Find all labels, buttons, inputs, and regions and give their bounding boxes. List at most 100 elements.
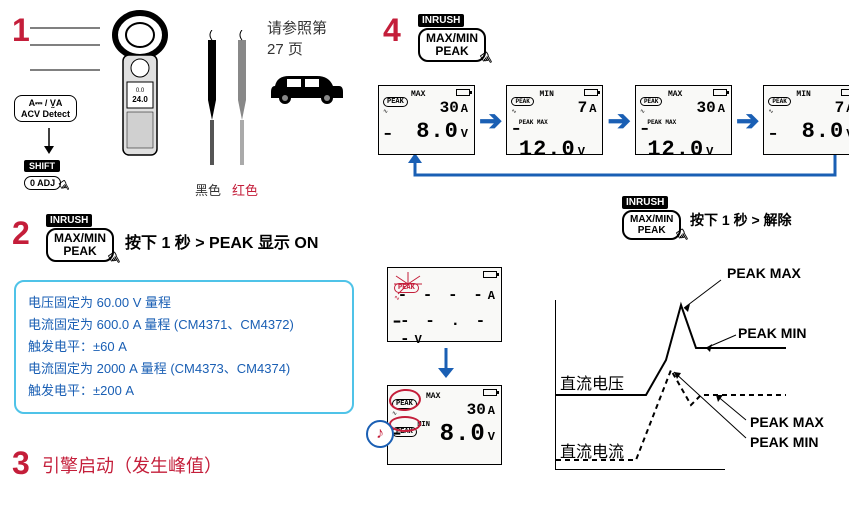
sound-icon: ♪: [366, 420, 394, 448]
radiating-lines-icon: [388, 270, 428, 298]
lcd-cycle-2: PEAK∿ MIN 7A ━PEAK MAX 12.0V: [506, 85, 603, 155]
top-val: 7: [835, 99, 845, 117]
graph-current-label: 直流电流: [560, 438, 624, 462]
graph-peak-min-bot: PEAK MIN: [750, 434, 818, 450]
battery-icon: [841, 89, 849, 96]
top-val: 7: [578, 99, 588, 117]
lcd-unit-v: V: [415, 333, 422, 347]
step-1-number: 1: [12, 12, 30, 49]
bot-val: 8.0: [416, 119, 459, 144]
graph-peak-max-top: PEAK MAX: [727, 265, 801, 281]
red-probe-label: 红色: [232, 180, 258, 199]
maxmin-peak-button[interactable]: MAX/MIN PEAK ☟: [622, 210, 681, 240]
graph-voltage-label: 直流电压: [560, 370, 624, 394]
unit: A: [589, 102, 596, 116]
lcd-cycle-1: PEAK∿ MAX 30A ━8.0V: [378, 85, 475, 155]
lcd-cycle-row: PEAK∿ MAX 30A ━8.0V ➔ PEAK∿ MIN 7A ━PEAK…: [378, 85, 849, 155]
step4-button-group: INRUSH MAX/MIN PEAK ☟: [418, 10, 486, 62]
info-line-5: 触发电平：±200 A: [28, 380, 340, 402]
arrow-right-icon: ➔: [736, 104, 759, 137]
hand-cursor-icon: ☟: [479, 50, 496, 70]
graph-peak-min-top: PEAK MIN: [738, 325, 806, 341]
step-3-number: 3: [12, 445, 30, 482]
reference-text: 请参照第 27 页: [267, 18, 327, 60]
test-probes-illustration: [200, 30, 260, 180]
highlight-circle-2: [389, 416, 421, 432]
indicator: MIN: [539, 90, 553, 99]
lcd-unit-v: V: [488, 430, 495, 444]
lcd-unit-a: A: [488, 289, 495, 303]
info-line-3: 触发电平：±60 A: [28, 336, 340, 358]
svg-text:0.0: 0.0: [136, 88, 145, 94]
indicator: MAX: [668, 90, 682, 99]
indicator: MAX: [411, 90, 425, 99]
car-icon: [267, 68, 347, 108]
battery-icon: [713, 89, 727, 96]
loop-arrow-icon: [395, 155, 845, 195]
lcd-cycle-4: PEAK∿ MIN 7A ━8.0V: [763, 85, 849, 155]
down-arrow-icon: [436, 348, 456, 380]
hand-cursor-icon: ☟: [56, 177, 72, 196]
peak-label: PEAK MAX: [519, 119, 548, 126]
bot-val: 8.0: [802, 119, 845, 144]
unit: A: [461, 102, 468, 116]
inrush-label: INRUSH: [46, 214, 92, 227]
lcd-placeholder: PEAK ∿ - - - -A ━ - - . - -V: [387, 267, 502, 342]
step-4-number: 4: [383, 12, 401, 49]
maxmin-peak-button[interactable]: MAX/MIN PEAK ☟: [418, 28, 486, 62]
info-line-2: 电流固定为 600.0 A 量程 (CM4371、CM4372): [28, 314, 340, 336]
battery-icon: [483, 271, 497, 278]
acv-symbols: A⎓ / V̰A: [21, 98, 70, 109]
shift-label: SHIFT: [24, 160, 60, 172]
hand-cursor-icon: ☟: [674, 227, 691, 247]
lcd-top-val: 30: [467, 401, 486, 419]
lcd-cycle-3: PEAK∿ MAX 30A ━PEAK MAX 12.0V: [635, 85, 732, 155]
battery-icon: [483, 389, 497, 396]
step2-instruction: 按下 1 秒 > PEAK 显示 ON: [125, 229, 318, 253]
lcd-unit-a: A: [488, 404, 495, 418]
step3-text: 引擎启动（发生峰值）: [42, 452, 222, 478]
max-indicator: MAX: [426, 392, 440, 401]
peak-badge: PEAK: [640, 97, 662, 106]
zero-adj-button[interactable]: 0 ADJ ☟: [24, 176, 61, 190]
arrow-right-icon: ➔: [607, 104, 630, 137]
hand-cursor-icon: ☟: [107, 250, 124, 270]
peak-badge: PEAK: [383, 97, 408, 107]
maxmin-peak-button[interactable]: MAX/MIN PEAK ☟: [46, 228, 114, 262]
peak-label: PEAK MAX: [647, 119, 676, 126]
info-box: 电压固定为 60.00 V 量程 电流固定为 600.0 A 量程 (CM437…: [14, 280, 354, 414]
peak-label: PEAK: [426, 45, 478, 58]
peak-badge: PEAK: [768, 97, 790, 106]
arrow-right-icon: ➔: [479, 104, 502, 137]
lcd-dashes-bot: - - . - -: [400, 312, 488, 348]
inrush-label: INRUSH: [622, 196, 668, 209]
top-val: 30: [697, 99, 716, 117]
battery-icon: [584, 89, 598, 96]
release-text: 按下 1 秒 > 解除: [690, 210, 792, 230]
battery-icon: [456, 89, 470, 96]
indicator: MIN: [796, 90, 810, 99]
acv-detect-label: ACV Detect: [21, 109, 70, 119]
svg-text:24.0: 24.0: [132, 95, 148, 104]
down-arrow-icon: [42, 128, 56, 156]
lcd-bot-val: 8.0: [440, 421, 486, 448]
graph-peak-max-bot: PEAK MAX: [750, 414, 824, 430]
step2-button-group: INRUSH MAX/MIN PEAK ☟: [46, 210, 114, 262]
shift-button-group: SHIFT 0 ADJ ☟: [24, 156, 61, 190]
peak-label: PEAK: [630, 225, 673, 236]
info-line-4: 电流固定为 2000 A 量程 (CM4373、CM4374): [28, 358, 340, 380]
acv-detect-box: A⎓ / V̰A ACV Detect: [14, 95, 77, 122]
peak-badge: PEAK: [511, 97, 533, 106]
peak-label: PEAK: [54, 245, 106, 258]
zero-adj-label: 0 ADJ: [30, 178, 55, 188]
unit: V: [461, 127, 468, 141]
step-2-number: 2: [12, 215, 30, 252]
lcd-peak-result: PEAK ∿ PEAK MAX 30A ━ MIN 8.0V: [387, 385, 502, 465]
maxmin-label: MAX/MIN: [630, 214, 673, 225]
info-line-1: 电压固定为 60.00 V 量程: [28, 292, 340, 314]
black-probe-label: 黑色: [195, 180, 221, 199]
inrush-label: INRUSH: [418, 14, 464, 27]
release-button-group: INRUSH MAX/MIN PEAK ☟: [622, 192, 681, 240]
unit: A: [718, 102, 725, 116]
top-val: 30: [440, 99, 459, 117]
